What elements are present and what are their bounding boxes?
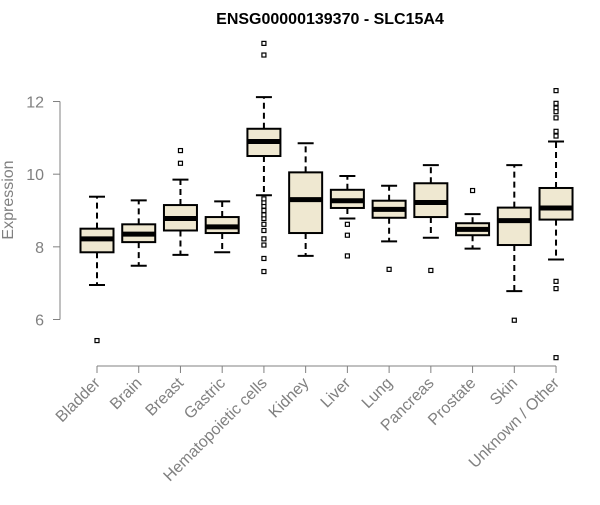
box	[496, 206, 532, 247]
outlier-point	[511, 317, 517, 323]
outlier-point	[553, 115, 559, 121]
outlier-point	[344, 221, 350, 227]
box-group	[121, 199, 157, 267]
box	[288, 171, 324, 235]
outlier-point	[553, 109, 559, 115]
outlier-point	[177, 147, 184, 154]
outlier-point	[553, 286, 559, 292]
x-tick-label: Lung	[359, 375, 396, 412]
y-tick-label: 10	[26, 167, 44, 184]
box-group	[329, 174, 365, 259]
x-tick-label: Brain	[107, 375, 145, 413]
outlier-point	[261, 242, 267, 248]
x-tick-label: Skin	[487, 375, 521, 409]
y-axis-ticks: 6 8 10 12	[26, 95, 60, 330]
outlier-point	[261, 52, 267, 58]
outlier-point	[553, 128, 559, 134]
box-group	[246, 40, 282, 275]
box-group	[496, 164, 532, 323]
outlier-point	[261, 268, 267, 275]
box-group	[371, 184, 407, 272]
y-tick-label: 12	[26, 95, 44, 112]
outlier-point	[261, 221, 267, 227]
outlier-point	[553, 133, 559, 139]
outlier-point	[553, 355, 559, 361]
outlier-point	[261, 255, 267, 262]
outlier-point	[428, 267, 434, 274]
box-group	[413, 164, 449, 274]
y-tick-label: 8	[35, 240, 44, 257]
box-group	[288, 142, 324, 257]
box	[538, 186, 574, 221]
outlier-point	[261, 196, 267, 202]
x-tick-label: Breast	[143, 374, 188, 419]
x-tick-label: Liver	[318, 374, 355, 411]
outlier-point	[177, 160, 184, 166]
outlier-point	[261, 207, 267, 214]
box-group	[204, 200, 240, 254]
outlier-point	[553, 278, 559, 284]
outlier-point	[344, 232, 350, 238]
y-tick-label: 6	[35, 313, 44, 330]
y-axis-label: Expression	[0, 160, 17, 239]
outlier-point	[553, 88, 559, 94]
x-tick-label: Bladder	[53, 374, 104, 425]
box-group	[455, 187, 491, 250]
outlier-point	[261, 212, 267, 218]
box-group	[538, 88, 574, 361]
outlier-point	[553, 100, 559, 106]
outlier-point	[261, 236, 267, 242]
box-group	[79, 195, 115, 344]
outlier-point	[386, 266, 392, 272]
box-series	[79, 40, 574, 361]
outlier-point	[344, 253, 350, 259]
outlier-point	[94, 337, 100, 344]
box-group	[162, 147, 198, 256]
outlier-point	[261, 227, 267, 234]
chart-title: ENSG00000139370 - SLC15A4	[216, 11, 444, 28]
x-tick-label: Kidney	[266, 375, 313, 422]
outlier-point	[261, 40, 267, 46]
outlier-point	[469, 187, 476, 194]
